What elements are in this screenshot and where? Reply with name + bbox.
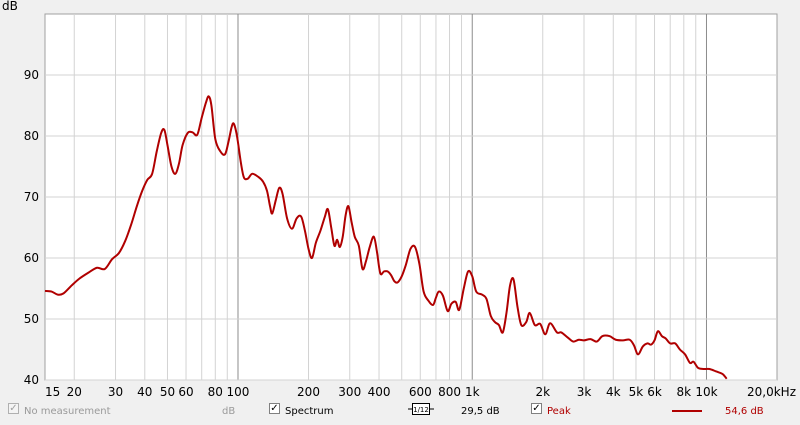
x-tick-label: 3k [577,385,592,399]
x-tick-label: 15 [45,385,60,399]
x-tick-label: 50 [160,385,175,399]
x-tick-label: 100 [227,385,250,399]
no-measurement-unit: dB [222,406,236,417]
y-tick-label: 60 [24,251,39,265]
x-tick-label: 6k [647,385,662,399]
smoothing-icon-text: 1/12 [413,406,429,414]
x-tick-label: 80 [208,385,223,399]
no-measurement-checkbox[interactable]: ✓ [8,403,19,414]
x-tick-label: 2k [535,385,550,399]
peak-label: Peak [547,406,571,417]
smoothing-value: 29,5 dB [461,406,500,417]
x-tick-label: 5k [629,385,644,399]
one-twelfth-octave-icon[interactable]: 1/12 [408,402,434,416]
x-tick-label: 200 [297,385,320,399]
x-tick-label: 300 [338,385,361,399]
x-tick-label: 20,0kHz [747,385,796,399]
x-tick-label: 30 [108,385,123,399]
y-tick-label: 90 [24,68,39,82]
spectrum-checkbox[interactable]: ✓ [269,403,280,414]
x-tick-label: 8k [676,385,691,399]
spectrum-label: Spectrum [285,406,334,417]
peak-checkbox[interactable]: ✓ [531,403,542,414]
y-tick-label: 70 [24,190,39,204]
x-tick-label: 1k [465,385,480,399]
y-tick-label: 40 [24,373,39,387]
legend-bar: ✓ No measurement dB ✓ Spectrum 1/12 29,5… [0,400,800,425]
peak-line-swatch [672,410,702,412]
x-tick-label: 400 [368,385,391,399]
series-line-peak [44,95,728,380]
x-tick-label: 4k [606,385,621,399]
x-tick-label: 600 [409,385,432,399]
peak-value: 54,6 dB [725,406,764,417]
y-tick-label: 50 [24,312,39,326]
x-tick-label: 20 [67,385,82,399]
x-tick-label: 10k [695,385,717,399]
y-tick-label: 80 [24,129,39,143]
x-tick-label: 40 [137,385,152,399]
x-tick-label: 800 [438,385,461,399]
no-measurement-label: No measurement [24,406,111,417]
x-tick-label: 60 [178,385,193,399]
y-axis-label: dB [2,0,18,13]
